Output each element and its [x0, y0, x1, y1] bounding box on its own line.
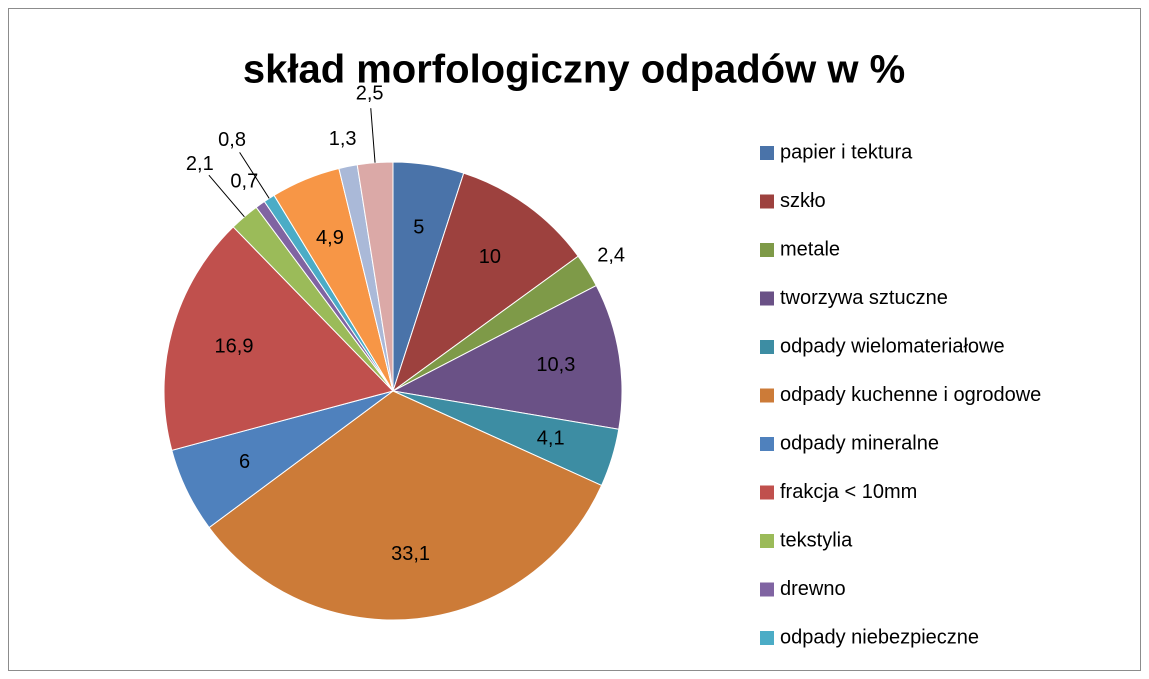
pie-slice: [208, 390, 603, 621]
legend-swatch: [760, 340, 774, 354]
leader-line: [208, 174, 245, 218]
legend-swatch: [760, 485, 774, 500]
leader-line: [239, 152, 270, 199]
pie-slice: [391, 284, 623, 430]
legend-swatch: [760, 631, 774, 645]
data-label: 6: [239, 451, 250, 473]
legend-swatch: [760, 388, 774, 403]
data-label: 4,9: [316, 227, 344, 249]
data-label: 10: [479, 246, 501, 268]
chart-title: skład morfologiczny odpadów w %: [243, 48, 905, 92]
pie-slice: [392, 172, 579, 393]
legend-label: odpady niebezpieczne: [780, 626, 979, 648]
data-label: 5: [413, 216, 424, 238]
legend-label: frakcja < 10mm: [780, 481, 917, 503]
legend-label: szkło: [780, 190, 826, 212]
legend-swatch: [760, 291, 774, 306]
data-label: 4,1: [537, 427, 565, 449]
pie-slice: [356, 161, 394, 392]
legend-label: odpady kuchenne i ogrodowe: [780, 384, 1041, 406]
legend-swatch: [760, 582, 774, 597]
legend-swatch: [760, 534, 774, 548]
data-label: 2,1: [186, 153, 214, 175]
data-label: 1,3: [329, 128, 357, 150]
data-label: 0,8: [218, 129, 246, 151]
data-label: 0,7: [230, 170, 258, 192]
legend-label: metale: [780, 238, 840, 260]
legend-label: papier i tektura: [780, 141, 913, 163]
legend-label: odpady wielomateriałowe: [780, 335, 1005, 357]
legend-swatch: [760, 437, 774, 451]
pie-slice: [163, 226, 394, 451]
legend-label: tworzywa sztuczne: [780, 287, 948, 309]
legend-label: tekstylia: [780, 529, 853, 551]
data-label: 2,4: [597, 244, 625, 266]
legend-swatch: [760, 194, 774, 209]
data-label: 10,3: [536, 354, 575, 376]
legend-swatch: [760, 146, 774, 160]
legend-label: drewno: [780, 578, 846, 600]
legend-label: odpady mineralne: [780, 432, 939, 454]
legend-swatch: [760, 243, 774, 257]
data-label: 16,9: [215, 336, 254, 358]
leader-line: [370, 108, 376, 163]
data-label: 2,5: [356, 82, 384, 104]
data-label: 33,1: [391, 543, 430, 565]
